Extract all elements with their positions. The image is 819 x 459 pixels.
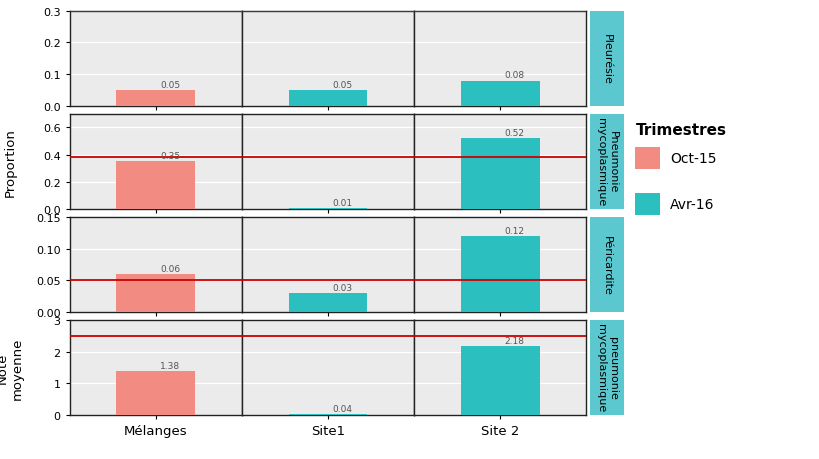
Text: Pneumonie
mycoplasmique: Pneumonie mycoplasmique xyxy=(595,118,617,206)
Bar xyxy=(460,236,539,313)
Text: Note
moyenne: Note moyenne xyxy=(0,336,24,399)
Bar xyxy=(116,372,195,415)
Text: 0.12: 0.12 xyxy=(504,226,524,235)
Bar xyxy=(288,91,367,107)
Text: 0.01: 0.01 xyxy=(332,198,352,207)
Text: Oct-15: Oct-15 xyxy=(669,152,716,166)
Text: Avr-16: Avr-16 xyxy=(669,198,713,212)
Bar xyxy=(116,162,195,210)
Text: 0.06: 0.06 xyxy=(160,264,180,273)
Bar xyxy=(288,293,367,313)
Bar xyxy=(460,81,539,107)
Bar xyxy=(460,139,539,210)
Text: 2.18: 2.18 xyxy=(504,336,524,345)
Text: 0.08: 0.08 xyxy=(504,71,524,80)
Text: Trimestres: Trimestres xyxy=(635,123,726,138)
Text: 0.35: 0.35 xyxy=(160,152,180,161)
Text: 0.52: 0.52 xyxy=(504,129,524,138)
Bar xyxy=(116,91,195,107)
Text: 0.05: 0.05 xyxy=(160,81,180,90)
Bar xyxy=(460,346,539,415)
Text: 0.04: 0.04 xyxy=(332,404,352,413)
Bar xyxy=(116,274,195,313)
Text: Proportion: Proportion xyxy=(3,128,16,196)
Text: Péricardite: Péricardite xyxy=(601,235,611,295)
Text: Pleurésie: Pleurésie xyxy=(601,34,611,84)
Text: 0.05: 0.05 xyxy=(332,81,352,90)
Bar xyxy=(288,414,367,415)
Text: pneumonie
mycoplasmique: pneumonie mycoplasmique xyxy=(595,324,617,412)
Bar xyxy=(288,208,367,210)
Text: 0.03: 0.03 xyxy=(332,283,352,292)
Text: 1.38: 1.38 xyxy=(160,361,180,370)
